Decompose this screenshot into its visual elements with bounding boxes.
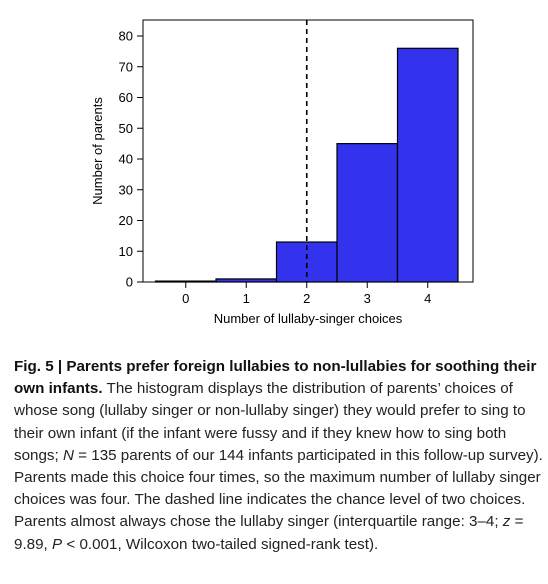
caption-n-variable: N [62, 446, 74, 464]
x-axis-ticks: 0 1 2 3 4 [182, 282, 431, 306]
y-axis-title: Number of parents [90, 97, 105, 205]
caption-label: Fig. 5 | Parents prefer foreign lullabie… [14, 358, 537, 398]
x-tick-label-3: 3 [364, 291, 371, 306]
y-tick-label-60: 60 [119, 90, 133, 105]
caption-text-part1: The histogram displays the distribution … [14, 380, 526, 464]
y-tick-label-10: 10 [119, 244, 133, 259]
y-tick-label-20: 20 [119, 213, 133, 228]
histogram-chart: 0 10 20 30 40 50 60 70 80 0 1 2 3 4 Number of lullab… [90, 19, 474, 326]
y-tick-label-30: 30 [119, 182, 133, 197]
y-tick-label-70: 70 [119, 59, 133, 74]
x-axis-title: Number of lullaby-singer choices [214, 311, 403, 326]
caption-p-variable: P [52, 535, 63, 553]
y-axis-ticks: 0 10 20 30 40 50 60 70 80 [119, 29, 143, 290]
histogram-figure: 0 10 20 30 40 50 60 70 80 0 1 2 3 4 Number of lullab… [90, 19, 474, 326]
x-tick-label-4: 4 [424, 291, 431, 306]
x-tick-label-2: 2 [303, 291, 310, 306]
figure-caption: Fig. 5 | Parents prefer foreign lullabie… [14, 356, 544, 556]
x-tick-label-0: 0 [182, 291, 189, 306]
y-tick-label-40: 40 [119, 152, 133, 167]
caption-text-part4: < 0.001, Wilcoxon two-tailed signed-rank… [62, 535, 379, 553]
y-tick-label-50: 50 [119, 121, 133, 136]
caption-text-part2: = 135 parents of our 144 infants partici… [14, 446, 543, 531]
x-tick-label-1: 1 [243, 291, 250, 306]
caption-z-variable: z [502, 513, 511, 531]
caption-text-part3: = 9.89, [14, 513, 524, 553]
bar-3 [336, 143, 399, 283]
y-tick-label-0: 0 [126, 275, 133, 290]
y-tick-label-80: 80 [119, 29, 133, 44]
bar-4 [396, 47, 459, 283]
